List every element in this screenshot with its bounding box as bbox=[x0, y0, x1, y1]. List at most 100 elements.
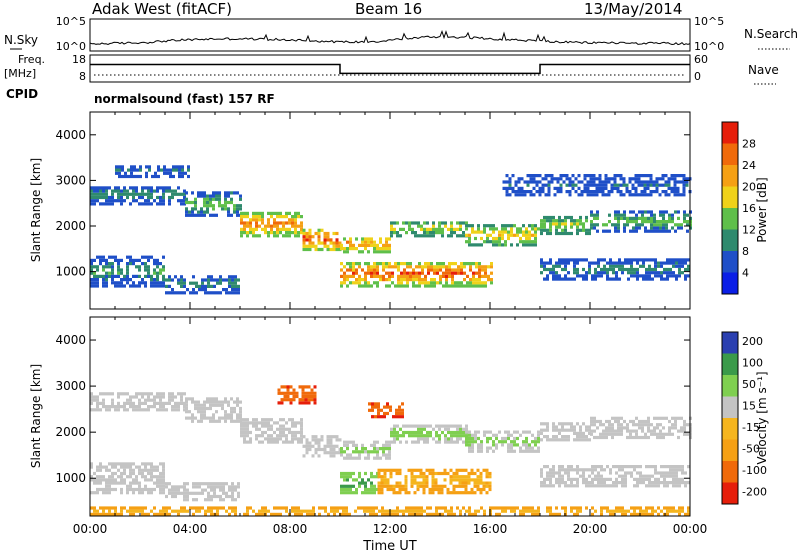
power-cell bbox=[430, 281, 433, 285]
power-cell bbox=[252, 231, 255, 235]
velocity-cell bbox=[343, 491, 346, 495]
power-cell bbox=[585, 274, 588, 278]
power-cell bbox=[118, 168, 121, 172]
velocity-cell bbox=[378, 509, 381, 513]
power-cell bbox=[427, 281, 430, 285]
power-cell bbox=[613, 180, 617, 184]
power-cell bbox=[364, 281, 367, 285]
velocity-cell bbox=[304, 398, 308, 402]
power-cell bbox=[653, 223, 656, 227]
velocity-cell bbox=[368, 408, 371, 412]
velocity-cell bbox=[321, 506, 324, 510]
power-cell bbox=[218, 204, 221, 208]
velocity-cell bbox=[135, 395, 138, 399]
velocity-cell bbox=[126, 475, 129, 479]
power-cell bbox=[676, 193, 680, 197]
power-cell bbox=[195, 284, 198, 288]
time-tick-label: 00:00 bbox=[73, 522, 108, 536]
power-cell bbox=[373, 265, 376, 269]
power-cell bbox=[114, 199, 117, 203]
power-cell bbox=[595, 177, 599, 181]
velocity-cell bbox=[464, 468, 468, 472]
power-cell bbox=[90, 186, 93, 190]
velocity-cell bbox=[186, 509, 189, 513]
power-cell bbox=[135, 189, 138, 193]
power-cell bbox=[637, 180, 641, 184]
velocity-cell bbox=[392, 484, 396, 488]
power-cell bbox=[228, 275, 231, 279]
velocity-cell bbox=[258, 427, 261, 431]
velocity-cell bbox=[486, 449, 489, 453]
power-cell bbox=[239, 204, 242, 208]
velocity-cell bbox=[600, 468, 603, 472]
power-cell bbox=[252, 215, 255, 219]
power-cell bbox=[144, 186, 147, 190]
velocity-cell bbox=[468, 433, 471, 437]
power-cell bbox=[558, 258, 561, 262]
power-cell bbox=[498, 236, 501, 241]
velocity-cell bbox=[609, 477, 612, 481]
velocity-cell bbox=[93, 408, 96, 412]
velocity-cell bbox=[132, 491, 135, 495]
velocity-cell bbox=[291, 434, 294, 438]
power-cell bbox=[153, 281, 156, 285]
power-cell bbox=[447, 227, 450, 231]
velocity-cell bbox=[576, 481, 579, 485]
velocity-cell bbox=[626, 429, 629, 433]
velocity-cell bbox=[345, 512, 348, 516]
power-cell bbox=[561, 228, 564, 232]
power-cell bbox=[111, 262, 114, 266]
velocity-cell bbox=[579, 428, 582, 432]
power-cell bbox=[465, 240, 468, 244]
velocity-cell bbox=[276, 512, 279, 516]
velocity-cell bbox=[153, 465, 156, 469]
velocity-cell bbox=[489, 446, 492, 450]
power-cell bbox=[433, 271, 436, 275]
velocity-cell bbox=[656, 423, 659, 427]
velocity-cell bbox=[411, 440, 414, 444]
power-cell bbox=[643, 180, 647, 184]
velocity-cell bbox=[96, 475, 99, 479]
power-cell bbox=[132, 281, 135, 285]
power-cell bbox=[90, 278, 93, 282]
velocity-cell bbox=[663, 465, 666, 469]
power-cell bbox=[435, 227, 438, 231]
power-cell bbox=[409, 262, 412, 266]
power-cell bbox=[636, 267, 639, 272]
velocity-cell bbox=[399, 440, 402, 444]
velocity-cell bbox=[197, 403, 200, 407]
velocity-cell bbox=[434, 487, 438, 492]
velocity-cell bbox=[216, 506, 219, 510]
power-cell bbox=[340, 281, 343, 285]
power-cell bbox=[681, 264, 684, 268]
power-cell bbox=[603, 264, 606, 268]
velocity-cell bbox=[425, 481, 429, 485]
power-cell bbox=[565, 174, 569, 178]
power-cell bbox=[367, 268, 370, 272]
velocity-cell bbox=[352, 471, 355, 476]
velocity-cell bbox=[630, 512, 633, 516]
velocity-cell bbox=[525, 443, 528, 447]
velocity-cell bbox=[180, 401, 183, 405]
power-cell bbox=[379, 247, 382, 251]
velocity-cell bbox=[346, 475, 349, 479]
velocity-cell bbox=[153, 506, 156, 510]
power-cell bbox=[355, 281, 358, 285]
power-cell bbox=[573, 277, 576, 281]
velocity-cell bbox=[301, 398, 305, 402]
power-cell bbox=[219, 291, 222, 295]
power-cell bbox=[423, 227, 426, 231]
velocity-cell bbox=[681, 471, 684, 475]
power-cell bbox=[660, 277, 663, 281]
power-cell bbox=[355, 271, 358, 275]
velocity-cell bbox=[411, 430, 414, 435]
velocity-cell bbox=[234, 512, 237, 516]
power-cell bbox=[391, 274, 394, 278]
velocity-cell bbox=[479, 475, 483, 479]
velocity-cell bbox=[377, 415, 380, 419]
power-cell bbox=[150, 281, 153, 285]
velocity-cell bbox=[447, 509, 450, 513]
velocity-cell bbox=[240, 418, 243, 422]
power-cell bbox=[432, 234, 435, 238]
